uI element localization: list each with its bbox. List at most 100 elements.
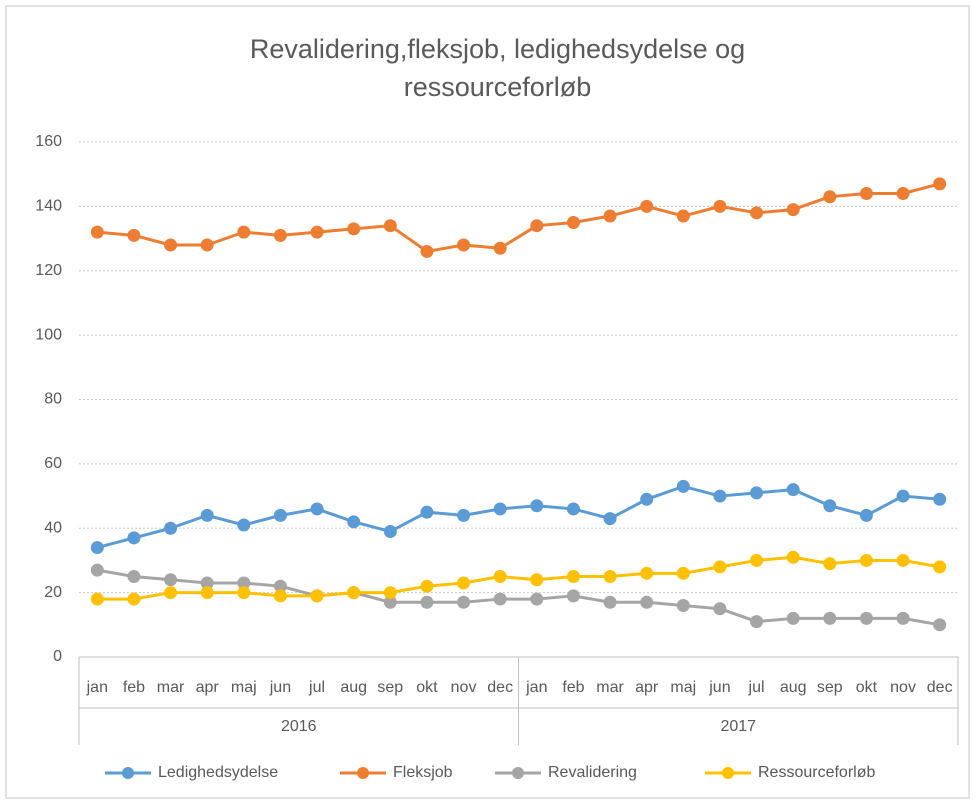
legend-label: Ressourceforløb [758,764,875,781]
data-point [896,187,910,200]
data-point [200,586,214,600]
x-tick-label: sep [377,679,403,696]
data-point [90,563,104,577]
data-point [603,595,617,609]
x-tick-label: aug [340,679,367,696]
data-point [383,219,397,233]
data-point [493,241,507,255]
data-point [676,479,690,493]
x-tick-label: okt [856,679,878,696]
data-point [566,589,580,603]
data-point [420,579,434,593]
data-point [859,611,873,625]
x-tick-label: aug [780,679,807,696]
x-tick-label: maj [670,679,696,696]
y-tick-label: 60 [44,455,62,472]
data-point [347,515,361,529]
x-tick-label: jul [748,679,765,696]
data-point [90,592,104,606]
data-point [164,238,178,252]
data-point [273,579,287,593]
data-point [933,618,947,632]
data-point [200,576,214,590]
data-point [786,550,800,564]
data-point [200,238,214,252]
data-point [566,570,580,584]
x-tick-label: dec [927,679,953,696]
data-point [640,595,654,609]
data-point [164,573,178,587]
x-tick-label: nov [890,679,916,696]
data-point [127,592,141,606]
data-point [164,521,178,535]
data-point [530,499,544,513]
data-point [676,566,690,580]
data-point [859,187,873,200]
data-point [676,209,690,223]
data-point [457,576,471,590]
series-line [96,484,940,550]
x-tick-label: jun [708,679,730,696]
data-point [713,489,727,503]
data-point [713,560,727,574]
x-tick-label: jul [308,679,325,696]
y-tick-label: 120 [35,262,62,279]
chart-border [5,5,970,799]
data-point [823,499,837,513]
chart-title: Revalidering,fleksjob, ledighedsydelse o… [249,34,746,102]
x-tick-label: jun [269,679,291,696]
x-tick-label: sep [817,679,843,696]
data-point [933,177,947,191]
data-point [859,553,873,567]
x-tick-label: jan [525,679,547,696]
data-point [457,595,471,609]
legend-marker [122,767,134,779]
data-point [347,222,361,236]
data-point [90,225,104,239]
data-point [347,586,361,600]
x-tick-label: feb [562,679,584,696]
data-point [457,508,471,522]
y-tick-label: 80 [44,391,62,408]
data-point [200,508,214,522]
data-point [933,492,947,506]
data-point [603,512,617,526]
x-tick-label: okt [416,679,438,696]
data-point [310,225,324,239]
data-point [896,489,910,503]
data-point [237,225,251,239]
data-point [383,524,397,538]
data-point [640,566,654,580]
data-point [750,486,764,500]
data-point [383,595,397,609]
data-point [90,541,104,555]
data-point [273,228,287,242]
y-tick-label: 100 [35,326,62,343]
data-point [859,508,873,522]
data-point [640,199,654,213]
data-point [566,502,580,516]
series-line [97,555,940,601]
x-tick-label: nov [451,679,477,696]
data-point [530,573,544,587]
data-point [786,611,800,625]
y-tick-label: 0 [53,648,62,665]
legend-marker [512,767,524,779]
legend-marker [357,767,369,779]
x-group-label: 2017 [720,718,756,735]
data-point [676,599,690,612]
x-tick-label: mar [157,679,185,696]
y-tick-label: 140 [35,198,62,215]
data-point [823,557,837,571]
data-point [823,611,837,625]
data-point [310,502,324,516]
series-line [97,182,941,253]
y-tick-label: 20 [44,584,62,601]
x-tick-label: jan [86,679,108,696]
data-point [383,586,397,600]
data-point [310,589,324,603]
data-point [896,611,910,625]
legend-marker [722,767,734,779]
data-point [493,502,507,516]
